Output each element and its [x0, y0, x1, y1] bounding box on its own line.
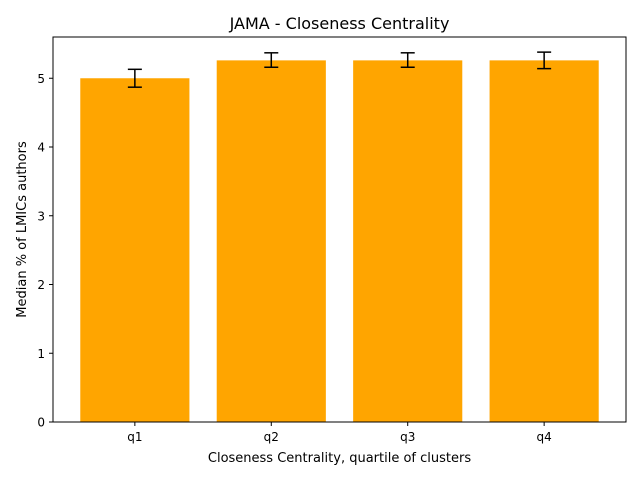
- bar-q4: [489, 60, 599, 422]
- y-tick-label-2: 2: [37, 278, 45, 292]
- error-bar-q3: [400, 52, 415, 68]
- y-tick-label-1: 1: [37, 347, 45, 361]
- y-tick-label-3: 3: [37, 209, 45, 223]
- error-bars: [127, 51, 552, 88]
- x-tick-label-q1: q1: [127, 430, 142, 444]
- x-tick-label-q3: q3: [400, 430, 415, 444]
- error-bar-q1: [127, 68, 142, 88]
- bars: [80, 60, 599, 422]
- y-axis: 0 1 2 3 4 5: [37, 72, 53, 430]
- bar-q3: [353, 60, 463, 422]
- x-tick-label-q2: q2: [264, 430, 279, 444]
- y-tick-label-0: 0: [37, 416, 45, 430]
- chart-title: JAMA - Closeness Centrality: [229, 14, 450, 33]
- bar-q1: [80, 78, 190, 422]
- y-tick-label-4: 4: [37, 141, 45, 155]
- x-axis-label: Closeness Centrality, quartile of cluste…: [208, 451, 471, 466]
- error-bar-q2: [264, 52, 279, 68]
- y-axis-label: Median % of LMICs authors: [15, 141, 30, 318]
- error-bar-q4: [537, 51, 552, 70]
- y-tick-label-5: 5: [37, 72, 45, 86]
- x-tick-label-q4: q4: [537, 430, 552, 444]
- plot-frame: [52, 36, 627, 423]
- x-axis: q1 q2 q3 q4: [127, 422, 552, 444]
- bar-q2: [216, 60, 326, 422]
